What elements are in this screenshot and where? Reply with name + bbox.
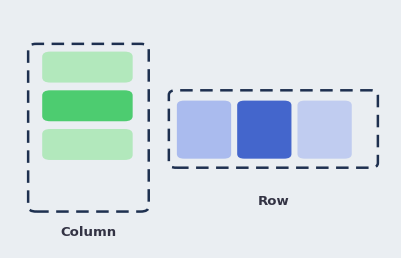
FancyBboxPatch shape: [176, 101, 231, 159]
FancyBboxPatch shape: [42, 129, 132, 160]
FancyBboxPatch shape: [237, 101, 291, 159]
FancyBboxPatch shape: [42, 90, 132, 121]
FancyBboxPatch shape: [297, 101, 351, 159]
FancyBboxPatch shape: [42, 52, 132, 83]
Text: Row: Row: [257, 195, 288, 208]
Text: Column: Column: [60, 226, 116, 239]
